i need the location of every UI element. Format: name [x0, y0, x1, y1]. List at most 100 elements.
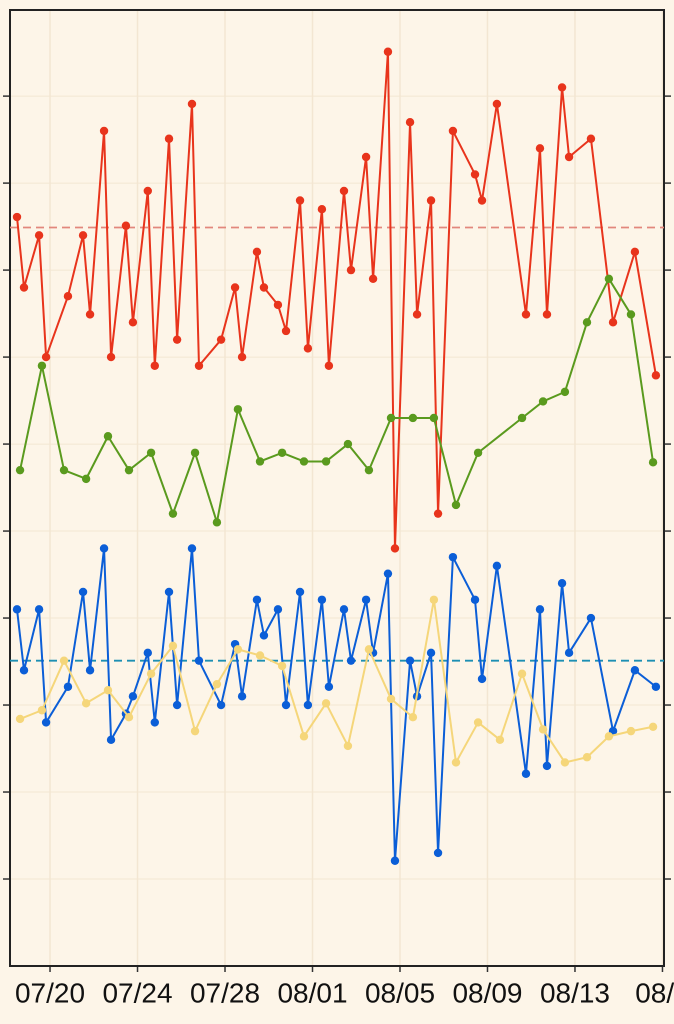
data-point	[564, 152, 574, 162]
x-tick-label: 08/1	[635, 977, 674, 1008]
data-point	[426, 196, 436, 205]
data-point	[81, 474, 91, 484]
data-point	[99, 544, 109, 553]
data-point	[78, 587, 88, 597]
data-point	[128, 692, 138, 701]
data-point	[324, 361, 334, 370]
data-point	[343, 439, 353, 449]
data-point	[538, 397, 548, 406]
data-point	[85, 310, 95, 319]
data-point	[106, 352, 116, 362]
data-point	[295, 587, 305, 597]
data-point	[255, 651, 265, 660]
data-point	[517, 669, 527, 678]
data-point	[273, 605, 283, 614]
data-point	[557, 83, 567, 92]
data-point	[259, 283, 269, 292]
data-point	[281, 326, 291, 336]
data-point	[492, 99, 502, 109]
data-point	[124, 465, 134, 475]
data-point	[146, 448, 156, 457]
data-point	[473, 718, 483, 727]
data-point	[164, 134, 174, 143]
data-point	[19, 666, 29, 675]
data-point	[299, 457, 309, 466]
data-point	[412, 310, 422, 319]
data-point	[41, 718, 51, 727]
data-point	[648, 722, 658, 731]
data-point	[194, 361, 204, 370]
data-point	[586, 134, 596, 143]
data-point	[321, 699, 331, 708]
x-tick-label: 08/09	[452, 977, 522, 1008]
data-point	[252, 595, 262, 604]
data-point	[564, 648, 574, 658]
data-point	[630, 666, 640, 675]
data-point	[299, 732, 309, 741]
data-point	[277, 661, 287, 671]
data-point	[560, 387, 570, 397]
data-point	[405, 656, 415, 665]
data-point	[106, 735, 116, 745]
data-point	[12, 605, 22, 614]
data-point	[150, 718, 159, 727]
data-point	[339, 186, 349, 196]
data-point	[542, 761, 552, 771]
data-point	[15, 714, 25, 724]
data-point	[164, 587, 174, 597]
data-point	[626, 726, 636, 736]
series-line	[19, 598, 654, 764]
data-point	[194, 656, 204, 665]
data-point	[368, 274, 378, 283]
data-point	[143, 186, 152, 196]
data-point	[346, 656, 356, 665]
data-point	[233, 405, 243, 414]
data-point	[216, 700, 226, 710]
data-point	[586, 613, 596, 623]
data-point	[121, 221, 131, 230]
data-point	[470, 595, 480, 604]
data-point	[405, 118, 415, 127]
data-point	[604, 274, 614, 283]
data-point	[252, 247, 262, 257]
data-point	[273, 300, 283, 310]
data-point	[63, 682, 73, 691]
data-point	[429, 413, 439, 423]
data-point	[630, 247, 640, 257]
data-point	[81, 699, 91, 708]
data-point	[542, 310, 552, 319]
data-point	[361, 152, 371, 162]
data-point	[190, 726, 200, 736]
data-point	[168, 509, 178, 518]
data-point	[364, 645, 374, 654]
x-tick-label: 07/24	[102, 977, 172, 1008]
x-tick-label: 08/05	[365, 977, 435, 1008]
data-point	[477, 196, 487, 205]
data-point	[103, 686, 113, 695]
data-point	[470, 170, 480, 179]
data-point	[433, 509, 443, 518]
data-point	[535, 605, 545, 614]
plot-frame	[9, 9, 665, 967]
data-point	[99, 126, 109, 136]
data-point	[41, 352, 51, 362]
data-point	[383, 569, 393, 578]
data-point	[12, 212, 22, 222]
data-point	[451, 758, 461, 767]
data-point	[317, 595, 327, 604]
data-point	[608, 318, 618, 327]
data-point	[146, 669, 156, 678]
data-point	[521, 310, 531, 319]
data-point	[103, 432, 113, 441]
data-point	[317, 205, 327, 214]
data-point	[281, 700, 291, 710]
data-point	[78, 231, 88, 240]
data-point	[582, 318, 592, 327]
data-point	[187, 99, 197, 109]
data-point	[37, 361, 47, 370]
data-point	[59, 465, 69, 475]
data-point	[451, 500, 461, 510]
data-point	[277, 448, 287, 457]
